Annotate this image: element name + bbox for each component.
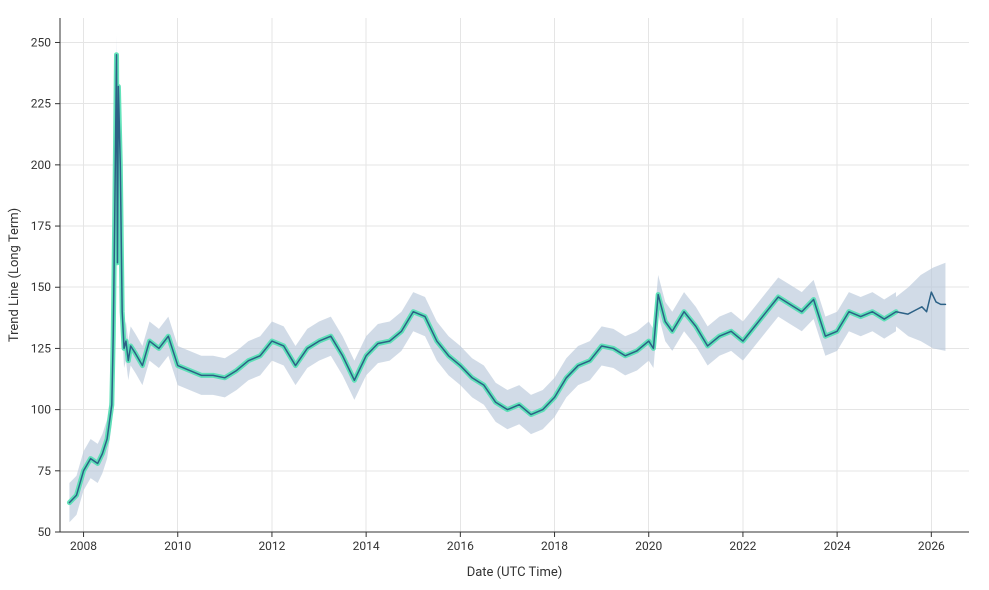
plot-background	[0, 0, 989, 590]
y-axis-label: Trend Line (Long Term)	[7, 208, 22, 342]
y-tick-label: 125	[31, 341, 51, 355]
y-tick-label: 75	[38, 464, 52, 478]
trend-line-chart: 2008 2010 2012 2014 2016 2018 2020 2022 2024 2026…	[0, 0, 989, 590]
y-tick-label: 100	[31, 403, 51, 417]
x-tick-label: 2012	[258, 539, 285, 553]
x-tick-label: 2026	[918, 539, 945, 553]
x-tick-label: 2008	[70, 539, 97, 553]
y-tick-label: 175	[31, 219, 51, 233]
x-tick-label: 2018	[541, 539, 568, 553]
x-tick-label: 2022	[729, 539, 756, 553]
y-tick-label: 250	[31, 35, 51, 49]
y-tick-label: 150	[31, 280, 51, 294]
x-tick-label: 2010	[164, 539, 191, 553]
y-tick-label: 200	[31, 158, 51, 172]
x-tick-label: 2016	[447, 539, 474, 553]
chart-svg: 2008 2010 2012 2014 2016 2018 2020 2022 2024 2026…	[0, 0, 989, 590]
x-tick-label: 2014	[353, 539, 380, 553]
x-axis-label: Date (UTC Time)	[467, 565, 563, 580]
x-tick-label: 2020	[635, 539, 662, 553]
x-tick-label: 2024	[824, 539, 851, 553]
y-tick-label: 225	[31, 97, 51, 111]
y-tick-label: 50	[38, 525, 52, 539]
